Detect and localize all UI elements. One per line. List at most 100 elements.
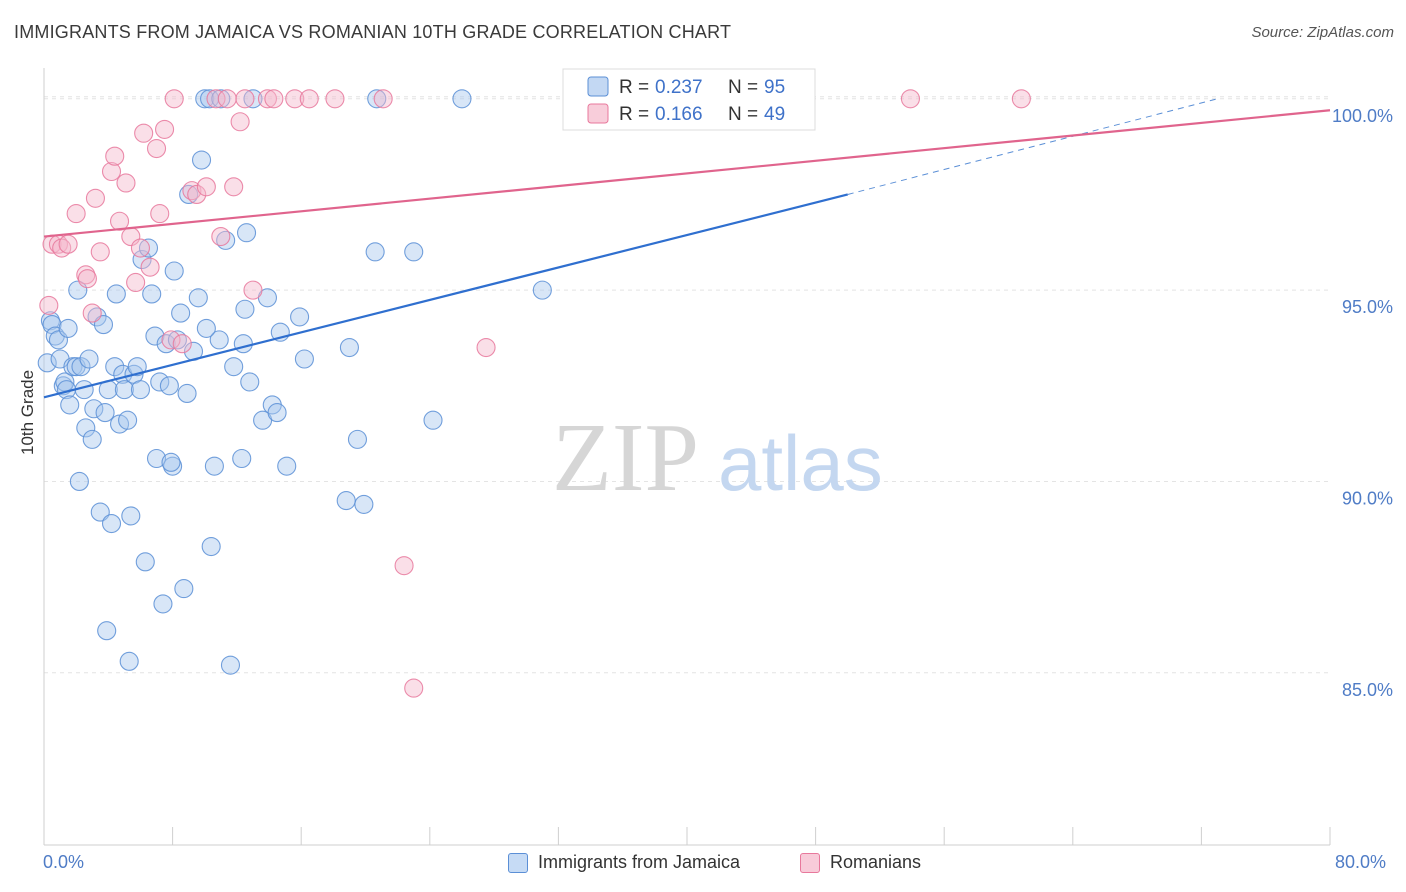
romanians-point-13 — [110, 211, 130, 231]
trend-line-jamaica — [43, 193, 849, 399]
romanians-point-30 — [211, 226, 231, 247]
romanians-point-31 — [217, 89, 237, 109]
jamaica-point-46 — [164, 261, 184, 281]
jamaica-point-60 — [211, 89, 231, 109]
jamaica-point-22 — [95, 403, 115, 423]
jamaica-point-82 — [404, 242, 424, 262]
legend-top-r-value-1: 0.237 — [655, 77, 703, 98]
legend-top-n-value-1: 95 — [764, 77, 785, 98]
jamaica-point-31 — [121, 506, 141, 526]
jamaica-point-34 — [130, 380, 150, 400]
trend-line-romanians — [43, 109, 1331, 238]
romanians-point-19 — [140, 257, 160, 277]
romanians-point-43 — [404, 678, 424, 698]
jamaica-point-42 — [153, 594, 173, 614]
romanians-point-14 — [116, 173, 136, 193]
x-tick-label-min: 0.0% — [43, 852, 85, 872]
jamaica-point-67 — [240, 372, 260, 392]
romanians-point-23 — [161, 330, 181, 350]
jamaica-point-59 — [209, 330, 229, 350]
legend-item-jamaica: Immigrants from Jamaica — [508, 852, 740, 873]
jamaica-point-30 — [118, 410, 138, 430]
romanians-point-10 — [90, 242, 110, 262]
jamaica-point-73 — [277, 456, 297, 476]
jamaica-point-88 — [69, 471, 89, 492]
jamaica-point-18 — [84, 399, 104, 419]
jamaica-point-48 — [171, 303, 191, 323]
legend-top-r-label-1: R = — [619, 77, 649, 98]
romanians-point-27 — [187, 184, 207, 205]
romanians-point-12 — [105, 146, 125, 166]
jamaica-point-40 — [146, 448, 167, 469]
legend-swatch-romanians — [800, 852, 820, 873]
jamaica-point-74 — [290, 307, 310, 327]
jamaica-point-44 — [159, 376, 179, 396]
jamaica-point-57 — [201, 536, 221, 557]
jamaica-point-84 — [452, 89, 472, 109]
romanians-point-20 — [146, 138, 167, 159]
jamaica-point-33 — [127, 357, 147, 377]
jamaica-point-17 — [82, 429, 102, 449]
jamaica-point-63 — [232, 448, 252, 469]
y-tick-label-90: 90.0% — [1342, 488, 1393, 508]
jamaica-point-72 — [267, 403, 287, 423]
romanians-point-37 — [264, 89, 284, 109]
jamaica-point-29 — [114, 380, 134, 400]
jamaica-point-36 — [135, 552, 155, 572]
jamaica-point-76 — [336, 491, 356, 511]
romanians-point-36 — [257, 89, 277, 109]
axes — [43, 68, 1331, 846]
jamaica-point-49 — [174, 579, 194, 599]
romanians-point-8 — [82, 303, 102, 323]
legend-swatch-jamaica — [508, 852, 528, 873]
romanians-point-17 — [130, 238, 150, 258]
legend-top-n-label-1: N = — [728, 77, 758, 98]
jamaica-point-85 — [532, 280, 552, 300]
jamaica-point-26 — [106, 284, 126, 304]
jamaica-point-75 — [294, 349, 314, 369]
romanians-point-24 — [164, 89, 184, 109]
jamaica-point-91 — [161, 452, 181, 472]
trend-lines — [43, 98, 1331, 399]
legend-label-jamaica: Immigrants from Jamaica — [538, 852, 741, 872]
romanians-point-22 — [155, 119, 175, 139]
y-tick-label-95: 95.0% — [1342, 297, 1393, 317]
jamaica-point-16 — [79, 349, 99, 369]
legend-top-r-value-2: 0.166 — [655, 104, 703, 125]
jamaica-point-24 — [101, 514, 122, 534]
romanians-point-5 — [66, 204, 86, 224]
romanians-point-11 — [101, 161, 122, 182]
legend-top-n-value-2: 49 — [764, 104, 785, 125]
romanians-point-48 — [1011, 89, 1031, 109]
jamaica-point-21 — [93, 315, 114, 335]
legend-label-romanians: Romanians — [830, 852, 922, 872]
romanians-point-41 — [373, 89, 393, 109]
jamaica-point-53 — [188, 288, 208, 308]
romanians-point-21 — [150, 204, 170, 224]
romanians-point-7 — [77, 269, 97, 289]
jamaica-point-38 — [142, 284, 162, 304]
romanians-point-16 — [126, 272, 146, 293]
jamaica-point-64 — [233, 334, 253, 354]
jamaica-point-77 — [339, 337, 359, 358]
legend-top-swatch-pink — [587, 103, 609, 124]
romanians-point-38 — [285, 89, 305, 109]
jamaica-point-51 — [179, 184, 199, 205]
watermark-zip: ZIP — [552, 404, 699, 512]
legend-top-n-label-2: N = — [728, 104, 758, 125]
jamaica-point-25 — [105, 357, 125, 377]
legend-top-swatch-blue — [587, 76, 609, 97]
chart-title: IMMIGRANTS FROM JAMAICA VS ROMANIAN 10TH… — [14, 22, 732, 42]
jamaica-point-9 — [60, 395, 80, 415]
romanians-point-29 — [206, 89, 226, 109]
jamaica-point-65 — [235, 299, 255, 319]
y-tick-label-100: 100.0% — [1332, 106, 1393, 126]
legend-top: R = 0.237 N = 95 R = 0.166 N = 49 — [562, 68, 816, 131]
jamaica-point-50 — [177, 383, 197, 403]
romanians-point-44 — [476, 337, 496, 358]
legend-top-r-label-2: R = — [619, 104, 649, 125]
jamaica-point-55 — [195, 89, 215, 109]
romanians-point-0 — [39, 295, 59, 315]
trend-line-jamaica-extension — [847, 98, 1218, 195]
